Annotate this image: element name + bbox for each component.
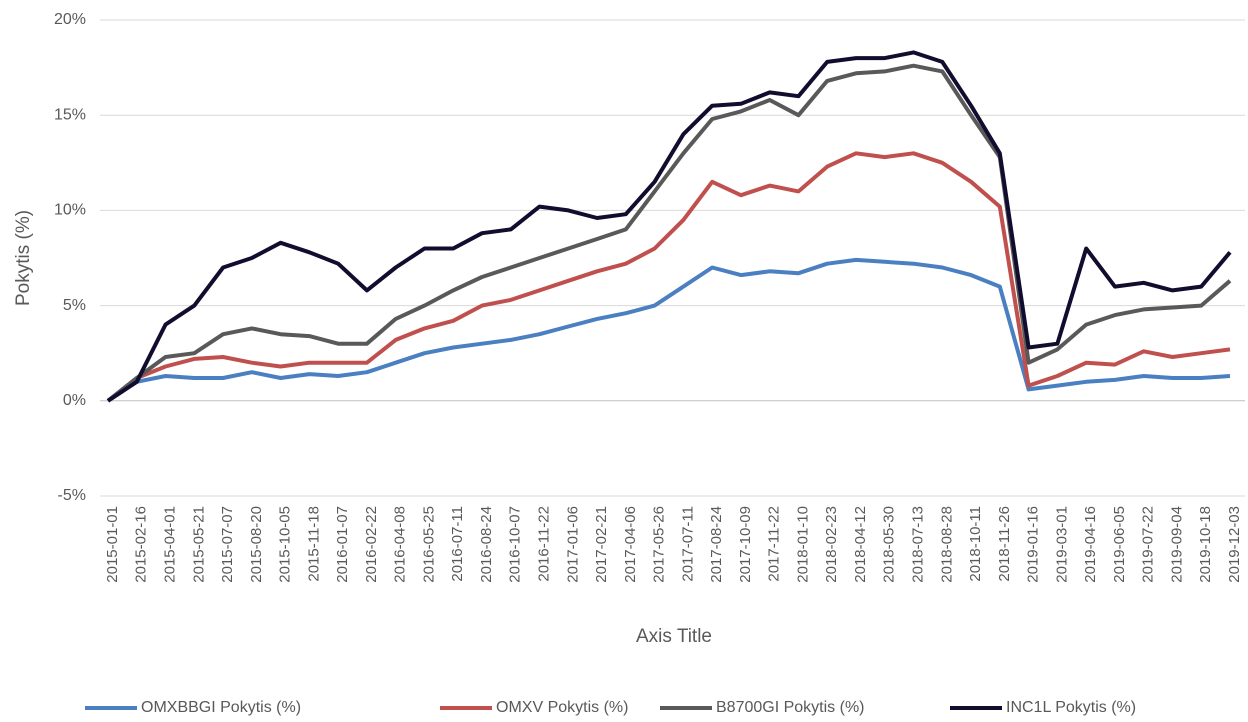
x-tick-label: 2019-10-18 — [1197, 506, 1214, 583]
x-tick-label: 2015-04-01 — [162, 506, 179, 583]
y-tick-label: 15% — [54, 106, 86, 123]
y-tick-label: 5% — [63, 297, 86, 314]
legend-label: B8700GI Pokytis (%) — [716, 699, 865, 716]
legend-label: INC1L Pokytis (%) — [1006, 699, 1136, 716]
x-tick-label: 2019-06-05 — [1111, 506, 1128, 583]
x-tick-label: 2018-02-23 — [823, 506, 840, 583]
x-tick-label: 2017-02-21 — [593, 506, 610, 583]
x-tick-label: 2015-02-16 — [133, 506, 150, 583]
x-tick-label: 2016-07-11 — [449, 506, 466, 582]
x-tick-label: 2017-04-06 — [622, 506, 639, 583]
x-tick-label: 2018-04-12 — [852, 506, 869, 583]
x-tick-label: 2019-04-16 — [1082, 506, 1099, 583]
y-axis-title: Pokytis (%) — [13, 210, 34, 306]
x-tick-label: 2019-01-16 — [1025, 506, 1042, 583]
series-line — [106, 50, 1232, 403]
y-tick-label: -5% — [58, 487, 86, 504]
x-tick-label: 2018-11-26 — [996, 506, 1013, 582]
x-tick-label: 2015-05-21 — [190, 506, 207, 583]
x-tick-label: 2018-05-30 — [881, 506, 898, 583]
legend-label: OMXBBGI Pokytis (%) — [141, 699, 301, 716]
x-tick-label: 2017-08-24 — [708, 506, 725, 583]
y-tick-label: 20% — [54, 11, 86, 28]
x-tick-label: 2016-05-25 — [420, 506, 437, 583]
x-tick-label: 2016-04-08 — [392, 506, 409, 583]
x-tick-label: 2017-10-09 — [737, 506, 754, 583]
x-tick-label: 2018-07-13 — [910, 506, 927, 583]
x-tick-label: 2019-12-03 — [1226, 506, 1243, 583]
x-tick-label: 2015-07-07 — [219, 506, 236, 583]
x-tick-label: 2015-01-01 — [104, 506, 121, 583]
series-line — [106, 257, 1231, 403]
legend-label: OMXV Pokytis (%) — [496, 699, 628, 716]
x-tick-label: 2019-07-22 — [1140, 506, 1157, 583]
x-tick-label: 2016-01-07 — [334, 506, 351, 583]
y-tick-label: 10% — [54, 202, 86, 219]
x-tick-label: 2018-08-28 — [938, 506, 955, 583]
x-axis-title: Axis Title — [636, 626, 712, 647]
series-line — [106, 63, 1232, 403]
x-tick-label: 2016-08-24 — [478, 506, 495, 583]
x-tick-label: 2017-07-11 — [679, 506, 696, 582]
x-tick-label: 2018-10-11 — [967, 506, 984, 582]
x-tick-label: 2019-03-01 — [1053, 506, 1070, 583]
x-tick-label: 2016-02-22 — [363, 506, 380, 583]
x-tick-label: 2017-11-22 — [766, 506, 783, 582]
x-tick-label: 2016-10-07 — [507, 506, 524, 583]
series-line — [106, 151, 1231, 403]
x-tick-label: 2019-09-04 — [1168, 506, 1185, 583]
x-tick-label: 2018-01-10 — [794, 506, 811, 583]
x-tick-label: 2015-11-18 — [305, 506, 322, 582]
x-tick-label: 2016-11-22 — [536, 506, 553, 582]
x-tick-label: 2017-01-06 — [564, 506, 581, 583]
y-tick-label: 0% — [63, 392, 86, 409]
x-tick-label: 2015-08-20 — [248, 506, 265, 583]
x-tick-label: 2017-05-26 — [651, 506, 668, 583]
x-tick-label: 2015-10-05 — [277, 506, 294, 583]
